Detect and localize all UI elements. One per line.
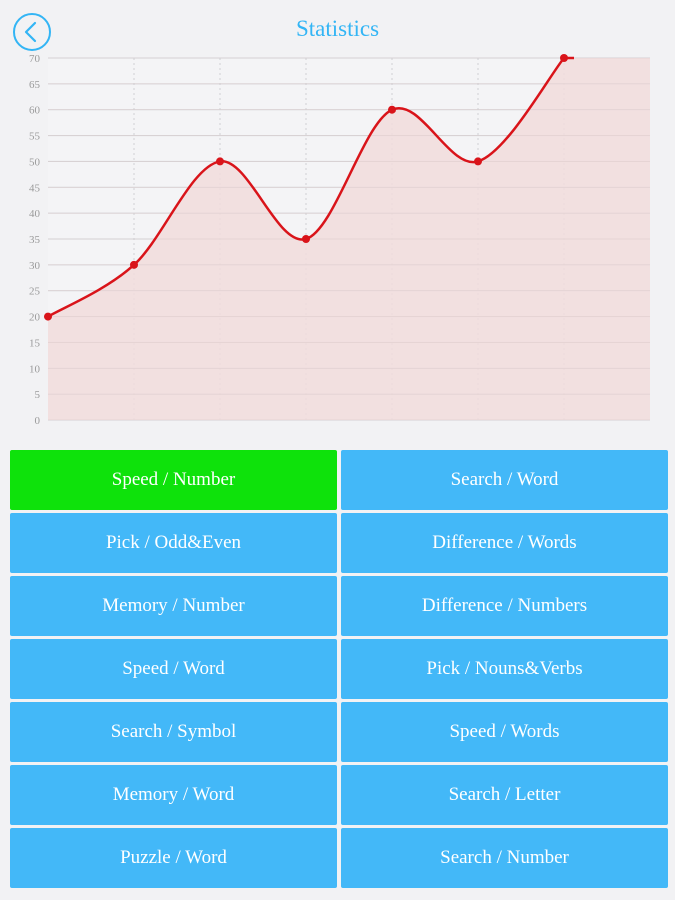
exercise-button-memory-number[interactable]: Memory / Number: [10, 576, 337, 636]
y-tick-label: 50: [29, 156, 41, 168]
back-button[interactable]: [13, 13, 51, 51]
y-tick-label: 20: [29, 312, 41, 324]
data-point-4: [302, 235, 310, 243]
header: Statistics: [0, 0, 675, 60]
y-tick-label: 45: [29, 182, 41, 194]
exercise-button-search-symbol[interactable]: Search / Symbol: [10, 702, 337, 762]
exercise-button-difference-numbers[interactable]: Difference / Numbers: [341, 576, 668, 636]
exercise-button-speed-word[interactable]: Speed / Word: [10, 639, 337, 699]
exercise-button-search-letter[interactable]: Search / Letter: [341, 765, 668, 825]
y-tick-label: 35: [29, 234, 41, 246]
chart-svg: 0 5 10 15 20 25 30 35 40 45 50 55 60 65 70: [29, 53, 650, 427]
exercise-button-puzzle-word[interactable]: Puzzle / Word: [10, 828, 337, 888]
data-point-2: [130, 260, 138, 269]
data-point-6: [474, 157, 482, 166]
data-point-7: [560, 54, 568, 62]
y-tick-label: 55: [29, 131, 41, 143]
exercise-button-grid: Speed / Number Search / Word Pick / Odd&Ev…: [10, 450, 668, 888]
y-tick-label: 40: [29, 208, 41, 220]
y-tick-label: 65: [29, 79, 41, 91]
data-point-3: [216, 157, 224, 166]
page-title: Statistics: [295, 16, 380, 41]
y-tick-label: 5: [35, 389, 41, 401]
data-point-5: [388, 105, 396, 114]
exercise-button-speed-words[interactable]: Speed / Words: [341, 702, 668, 762]
statistics-chart: 0 5 10 15 20 25 30 35 40 45 50 55 60 65 70: [0, 50, 675, 430]
exercise-button-search-word[interactable]: Search / Word: [341, 450, 668, 510]
y-tick-label: 15: [29, 337, 41, 349]
y-tick-label: 70: [29, 53, 41, 65]
exercise-button-pick-nouns-verbs[interactable]: Pick / Nouns&Verbs: [341, 639, 668, 699]
y-tick-label: 30: [29, 260, 41, 272]
y-tick-label: 25: [29, 286, 41, 298]
chevron-left-icon: [24, 21, 37, 43]
y-tick-label: 0: [35, 415, 41, 427]
exercise-button-memory-word[interactable]: Memory / Word: [10, 765, 337, 825]
data-point-1: [44, 312, 52, 321]
exercise-button-search-number[interactable]: Search / Number: [341, 828, 668, 888]
exercise-button-difference-words[interactable]: Difference / Words: [341, 513, 668, 573]
y-tick-label: 60: [29, 105, 41, 117]
y-tick-label: 10: [29, 363, 41, 375]
exercise-button-pick-odd-even[interactable]: Pick / Odd&Even: [10, 513, 337, 573]
exercise-button-speed-number[interactable]: Speed / Number: [10, 450, 337, 510]
